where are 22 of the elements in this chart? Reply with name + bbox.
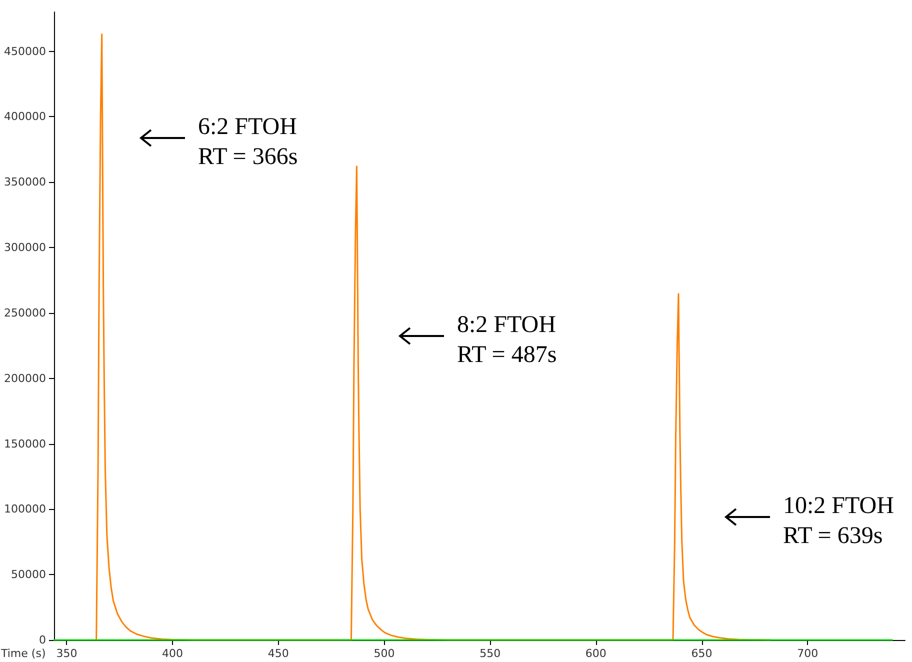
x-tick-label: 550 [480,647,501,660]
annotation: 8:2 FTOH RT = 487s [457,311,557,370]
x-tick-label: 350 [56,647,78,660]
x-tick-label: 400 [162,647,184,660]
y-tick-label: 0 [39,634,46,646]
x-tick-label: 450 [268,647,289,660]
x-tick-label: 650 [691,647,712,660]
y-tick-label: 50000 [11,568,46,582]
annotation: 10:2 FTOH RT = 639s [783,492,894,551]
y-tick-label: 450000 [4,44,46,58]
y-tick-label: 400000 [4,110,46,124]
y-tick-label: 250000 [4,306,46,320]
x-axis-title: Time (s) [1,647,46,660]
x-tick-label: 600 [585,647,606,660]
y-tick-label: 350000 [4,176,46,189]
y-tick-label: 100000 [4,502,46,516]
y-tick-label: 150000 [4,437,46,450]
x-tick-label: 500 [374,647,395,660]
x-tick-label: 700 [797,647,818,660]
y-tick-label: 300000 [4,241,46,254]
annotation: 6:2 FTOH RT = 366s [198,113,298,172]
y-tick-label: 200000 [4,372,46,385]
